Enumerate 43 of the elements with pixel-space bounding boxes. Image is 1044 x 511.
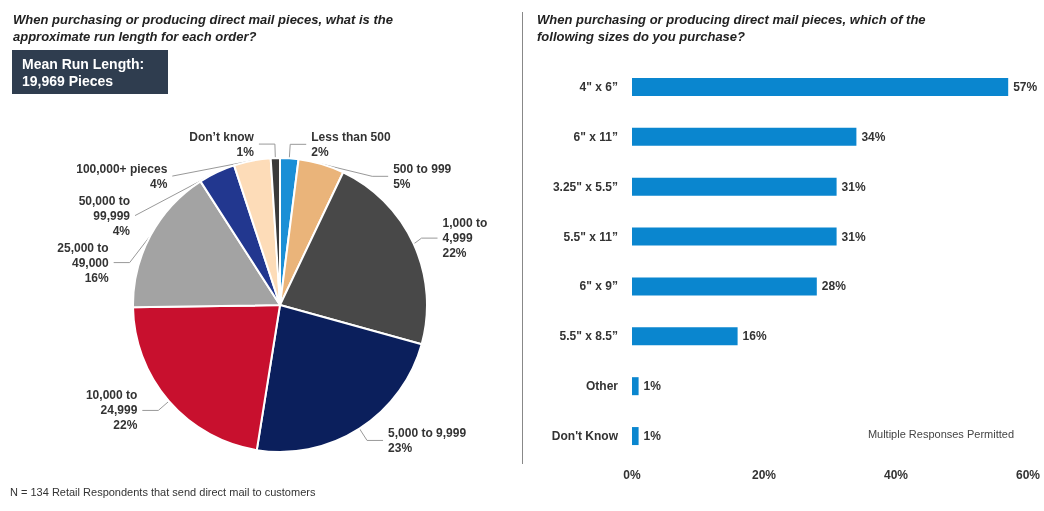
data-label: 2% [311,144,329,159]
slice-label: 5,000 to 9,999 [388,425,467,440]
slice-label: 500 to 999 [393,161,452,176]
data-label: 34% [861,129,886,144]
y-tick-label: 5.5" x 11” [563,229,618,244]
text: N = 134 Retail Respondents that send direct mail to customers [10,485,316,498]
x-tick-label: 0% [623,468,641,482]
x-tick-label: 20% [751,468,777,482]
slice-label: 100,000+ pieces [76,161,168,176]
slice-label: 25,000 to 49,000 [57,240,109,270]
slice-label: 50,000 to 99,999 [78,193,131,223]
slice-label: 10,000 to 24,999 [85,388,138,418]
slice-label: Don’t know [189,129,255,144]
data-label: 1% [236,144,255,159]
y-tick-label: 6" x 9” [579,279,618,294]
data-label: 4% [149,176,168,191]
text: Mean Run Length: 19,969 Pieces [22,55,145,89]
data-label: 16% [84,270,109,285]
chart-title: When purchasing or producing direct mail pieces, what is the approximate run length for each order? [13,12,393,44]
data-label: 1% [643,379,662,394]
y-tick-label: Other [585,379,619,394]
data-label: 31% [841,179,866,194]
y-tick-label: 5.5" x 8.5” [559,329,618,344]
y-tick-label: 3.25" x 5.5” [552,179,618,194]
y-tick-label: 6" x 11” [573,129,618,144]
data-label: 31% [841,229,866,244]
data-label: 57% [1013,79,1038,94]
data-label: 23% [388,440,413,455]
data-label: 4% [112,223,131,238]
slice-label: 1,000 to 4,999 [442,216,488,246]
data-label: 1% [643,429,662,444]
data-label: 22% [113,418,138,433]
slice-label: Less than 500 [311,129,391,144]
data-label: 28% [821,279,847,294]
y-tick-label: 4" x 6” [579,79,618,94]
data-label: 16% [742,329,767,344]
chart-title: When purchasing or producing direct mail pieces, which of the following sizes do you purchase? [537,12,926,44]
annotation: Multiple Responses Permitted [867,427,1014,440]
y-tick-label: Don't Know [551,429,619,444]
data-label: 5% [393,176,411,191]
x-tick-label: 60% [1015,468,1041,482]
x-tick-label: 40% [883,468,909,482]
data-label: 22% [442,246,467,261]
